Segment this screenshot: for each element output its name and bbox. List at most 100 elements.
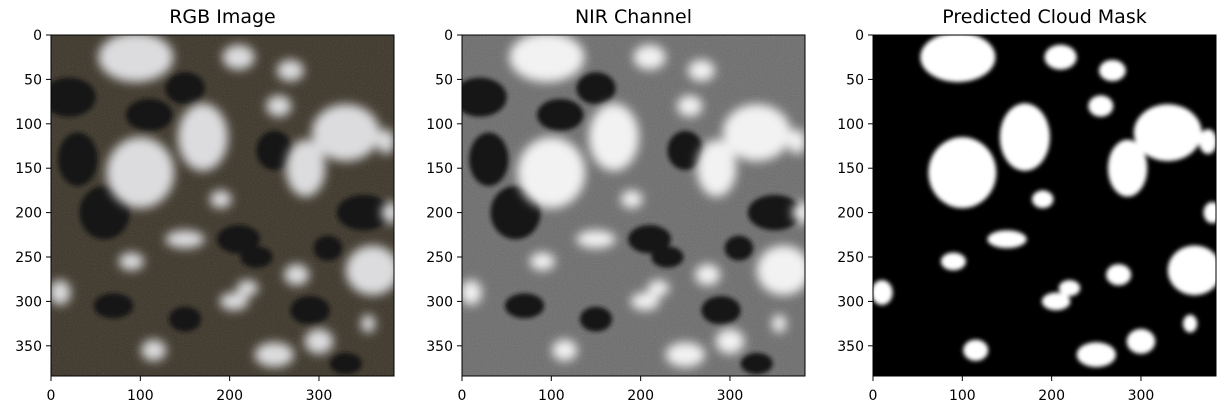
x-tick-label: 0 xyxy=(458,388,467,404)
cloud-shadow xyxy=(724,235,754,261)
cloud xyxy=(98,35,174,83)
nir-satellite-image xyxy=(462,35,805,376)
x-tick-label: 200 xyxy=(627,388,654,404)
cloud xyxy=(304,328,334,354)
cloud xyxy=(620,190,643,209)
mask-cloud-region xyxy=(1182,314,1198,333)
cloud-shadow xyxy=(579,306,613,332)
cloud xyxy=(462,280,482,305)
cloud-shadow xyxy=(462,77,507,117)
y-tick-label: 350 xyxy=(426,339,453,355)
cloud xyxy=(106,137,175,209)
cloud-shadow xyxy=(93,293,134,319)
mask-cloud-region xyxy=(1107,139,1148,197)
cloud xyxy=(695,264,721,286)
y-tick-label: 50 xyxy=(24,72,42,88)
cloud xyxy=(647,280,670,297)
cloud xyxy=(209,190,232,209)
rgb-image-panel: RGB Image 0 100 200 300 0 50 100 150 200 250 300 35… xyxy=(15,6,395,404)
cloud xyxy=(715,328,745,354)
x-tick-label: 300 xyxy=(306,388,333,404)
y-tick-label: 150 xyxy=(15,161,42,177)
cloud xyxy=(529,252,555,271)
mask-cloud-region xyxy=(920,35,996,83)
cloud-mask-panel: Predicted Cloud Mask 0 100 200 300 0 50 100 150… xyxy=(837,6,1217,404)
x-tick-label: 300 xyxy=(717,388,744,404)
mask-cloud-region xyxy=(1098,59,1126,82)
cloud xyxy=(118,252,144,271)
cloud-shadow xyxy=(165,72,205,105)
cloud xyxy=(254,342,294,368)
cloud xyxy=(665,342,705,368)
cloud xyxy=(576,230,616,249)
y-tick-label: 150 xyxy=(426,161,453,177)
y-tick-label: 250 xyxy=(15,250,42,266)
y-tick-label: 100 xyxy=(426,117,453,133)
cloud xyxy=(266,95,292,117)
cloud xyxy=(377,129,394,154)
cloud-shadow xyxy=(240,246,273,268)
y-tick-label: 300 xyxy=(15,294,42,310)
cloud xyxy=(677,95,703,117)
x-tick-label: 100 xyxy=(949,388,976,404)
cloud xyxy=(360,314,376,333)
mask-axes: 0 100 200 300 0 50 100 150 200 250 300 350 xyxy=(837,28,1154,404)
mask-cloud-region xyxy=(1126,328,1156,354)
cloud-shadow xyxy=(329,352,362,375)
y-tick-label: 350 xyxy=(15,339,42,355)
x-tick-label: 100 xyxy=(538,388,565,404)
mask-cloud-region xyxy=(1106,264,1132,286)
cloud xyxy=(381,201,394,224)
cloud-shadow xyxy=(126,98,173,131)
cloud xyxy=(756,245,805,296)
y-tick-label: 0 xyxy=(33,28,42,44)
cloud-shadow xyxy=(58,132,98,186)
mask-cloud-region xyxy=(1167,245,1216,296)
y-tick-label: 200 xyxy=(837,206,864,222)
x-tick-label: 100 xyxy=(127,388,154,404)
mask-cloud-region xyxy=(873,280,893,305)
mask-cloud-region xyxy=(1076,342,1116,368)
cloud-shadow xyxy=(701,296,741,325)
cloud-shadow xyxy=(336,194,391,231)
cloud xyxy=(165,230,205,249)
cloud xyxy=(630,292,660,311)
cloud xyxy=(345,245,394,296)
mask-cloud-region xyxy=(1203,201,1216,224)
mask-cloud-region xyxy=(1041,292,1071,311)
cloud xyxy=(219,292,249,311)
cloud-shadow xyxy=(313,235,343,261)
nir-channel-title: NIR Channel xyxy=(575,6,692,28)
cloud xyxy=(788,129,805,154)
rgb-satellite-image xyxy=(51,35,394,376)
x-tick-label: 0 xyxy=(869,388,878,404)
y-tick-label: 250 xyxy=(837,250,864,266)
cloud xyxy=(552,339,578,361)
mask-cloud-region xyxy=(1133,104,1202,162)
cloud-shadow xyxy=(490,185,541,240)
cloud xyxy=(509,35,585,83)
cloud xyxy=(588,103,639,171)
cloud xyxy=(276,59,304,82)
cloud xyxy=(792,201,805,224)
mask-cloud-region xyxy=(928,137,997,209)
cloud xyxy=(696,139,737,197)
y-tick-label: 200 xyxy=(426,206,453,222)
mask-cloud-region xyxy=(1199,129,1216,154)
mask-cloud-region xyxy=(987,230,1027,249)
cloud-shadow xyxy=(537,98,584,131)
y-tick-label: 150 xyxy=(837,161,864,177)
x-tick-label: 0 xyxy=(47,388,56,404)
cloud xyxy=(285,139,326,197)
y-tick-label: 250 xyxy=(426,250,453,266)
rgb-image-title: RGB Image xyxy=(169,6,276,28)
cloud-shadow xyxy=(667,130,704,170)
mask-cloud-region xyxy=(1088,95,1114,117)
cloud xyxy=(177,103,228,171)
cloud-shadow xyxy=(168,306,202,332)
y-tick-label: 0 xyxy=(855,28,864,44)
cloud-shadow xyxy=(576,72,616,105)
x-tick-label: 300 xyxy=(1128,388,1155,404)
mask-cloud-region xyxy=(940,252,966,271)
